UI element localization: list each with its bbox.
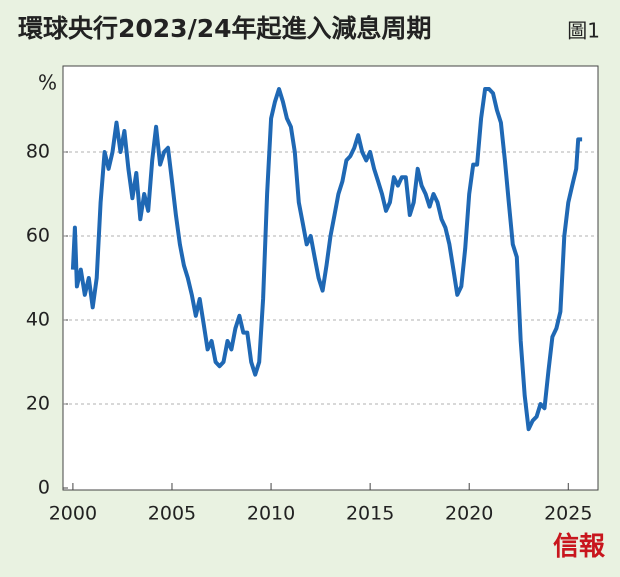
y-axis-label: % <box>38 71 57 95</box>
figure-label: 圖1 <box>567 19 600 43</box>
y-tick-label: 0 <box>38 477 50 499</box>
x-tick-label: 2010 <box>247 503 295 525</box>
x-tick-label: 2020 <box>445 503 493 525</box>
y-tick-label: 80 <box>26 141 50 163</box>
y-tick-label: 20 <box>26 393 50 415</box>
source-logo: 信報 <box>553 532 606 562</box>
data-line <box>70 87 583 432</box>
x-tick-label: 2025 <box>544 503 592 525</box>
x-tick-label: 2015 <box>346 503 394 525</box>
y-tick-label: 40 <box>26 309 50 331</box>
plot-area <box>62 65 599 491</box>
chart-title: 環球央行2023/24年起進入減息周期 <box>18 14 432 43</box>
y-tick-label: 60 <box>26 225 50 247</box>
x-tick-label: 2000 <box>49 503 97 525</box>
x-tick-label: 2005 <box>148 503 196 525</box>
